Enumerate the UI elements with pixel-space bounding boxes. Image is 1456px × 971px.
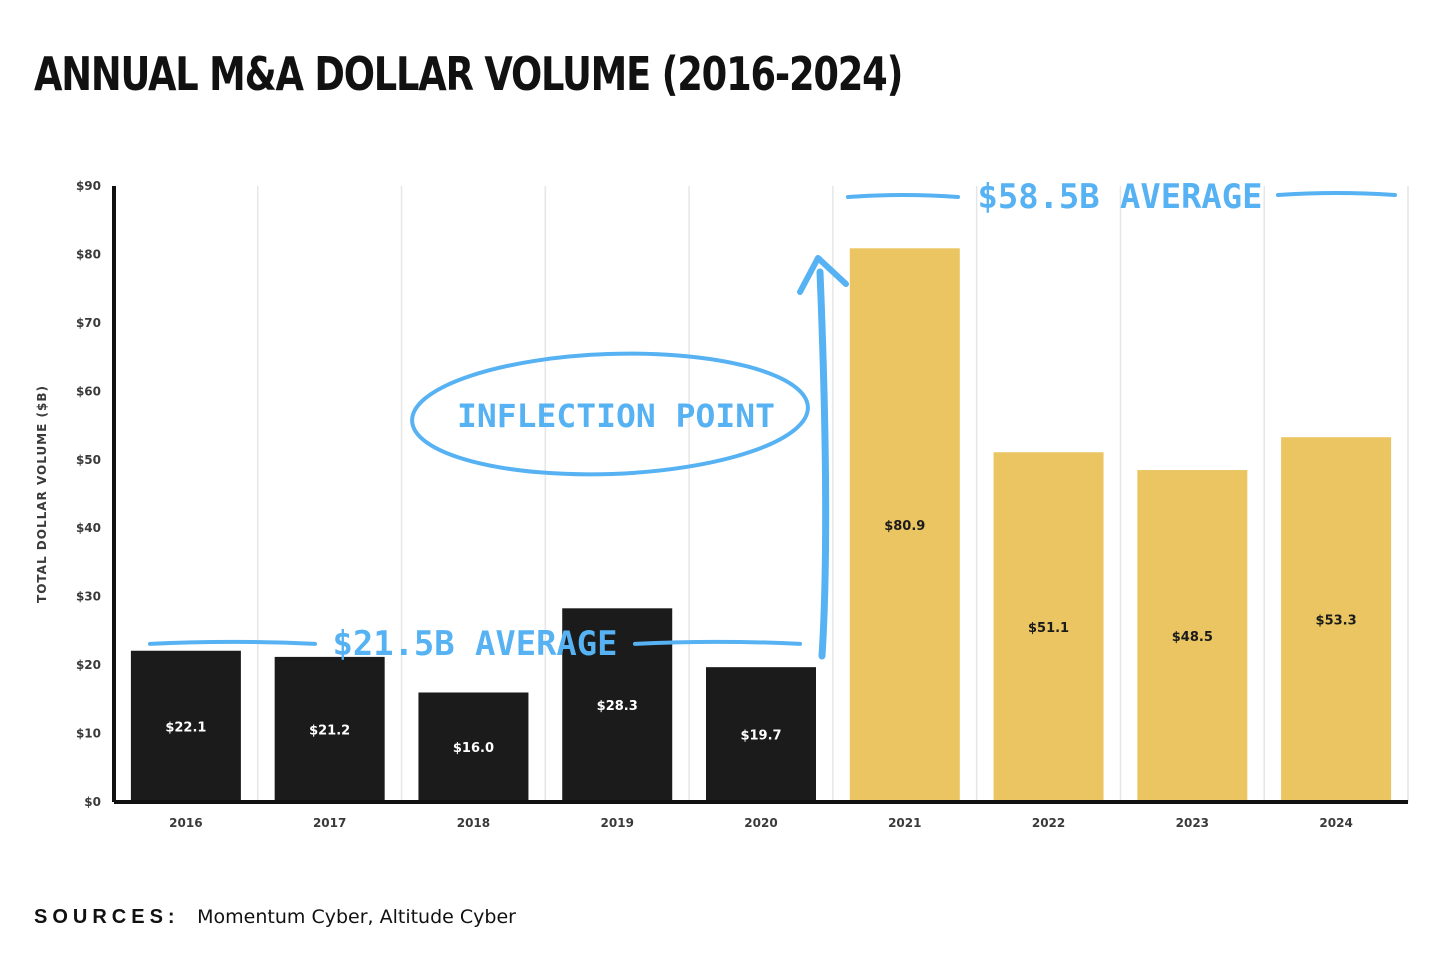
arrow-head-icon <box>797 255 849 295</box>
y-tick-label: $30 <box>76 590 101 604</box>
axes: $0 $10 $20 $30 $40 $50 $60 $70 $80 $90 2016 2017 201… <box>35 179 1408 830</box>
x-tick-label: 2021 <box>888 816 921 830</box>
bar-2018 <box>418 692 529 802</box>
bar-value-label: $53.3 <box>1316 614 1357 629</box>
y-tick-label: $60 <box>76 384 101 398</box>
y-tick-label: $80 <box>76 247 101 261</box>
x-tick-label: 2022 <box>1032 816 1065 830</box>
bar-2020 <box>706 667 816 802</box>
average-label-post: $58.5B AVERAGE <box>978 177 1263 217</box>
bar-2017 <box>274 656 385 802</box>
average-line-right <box>633 639 802 646</box>
x-tick-label: 2023 <box>1176 816 1209 830</box>
bar-2016 <box>130 650 241 802</box>
bar-value-label: $22.1 <box>165 720 206 735</box>
bar-value-label: $28.3 <box>597 699 638 714</box>
sources-label: SOURCES: <box>34 906 180 928</box>
y-tick-label: $90 <box>76 179 101 193</box>
bar-2022 <box>993 452 1104 802</box>
y-tick-label: $40 <box>76 521 101 535</box>
inflection-arrow <box>816 268 830 660</box>
bar-2019 <box>562 608 673 802</box>
bar-2023 <box>1137 470 1248 802</box>
inflection-ellipse <box>410 351 810 477</box>
chart-title: ANNUAL M&A DOLLAR VOLUME (2016-2024) <box>34 47 903 101</box>
bar-value-label: $80.9 <box>884 519 925 534</box>
x-tick-label: 2024 <box>1319 816 1352 830</box>
x-tick-label: 2019 <box>601 816 634 830</box>
x-tick-label: 2020 <box>744 816 777 830</box>
y-tick-label: $50 <box>76 453 101 467</box>
x-tick-label: 2016 <box>169 816 202 830</box>
inflection-label: INFLECTION POINT <box>457 397 775 435</box>
sources-note: SOURCES: Momentum Cyber, Altitude Cyber <box>34 902 516 932</box>
bar-value-label: $51.1 <box>1028 621 1069 636</box>
x-tick-label: 2018 <box>457 816 490 830</box>
annotations: $21.5B AVERAGE INFLECTION POINT $58.5B AVE… <box>148 177 1397 664</box>
bar-2024 <box>1281 437 1392 802</box>
average-line-left <box>148 639 317 646</box>
y-tick-label: $70 <box>76 316 101 330</box>
bars: $22.1 $21.2 $16.0 $28.3 $19.7 $80.9 $51.1 $48.5… <box>130 248 1392 803</box>
sources-text: Momentum Cyber, Altitude Cyber <box>197 906 516 928</box>
bar-value-label: $48.5 <box>1172 630 1213 645</box>
y-tick-label: $10 <box>76 727 101 741</box>
y-axis-title: TOTAL DOLLAR VOLUME ($B) <box>35 385 49 603</box>
average-line-left-post <box>846 193 960 199</box>
x-tick-label: 2017 <box>313 816 346 830</box>
bar-value-label: $19.7 <box>740 729 781 744</box>
bar-2021 <box>849 248 960 803</box>
y-tick-label: $20 <box>76 658 101 672</box>
bar-chart: $22.1 $21.2 $16.0 $28.3 $19.7 $80.9 $51.1 $48.5… <box>35 177 1409 830</box>
gridlines <box>257 186 1409 802</box>
average-label-pre: $21.5B AVERAGE <box>333 624 618 664</box>
bar-value-label: $16.0 <box>453 741 494 756</box>
bar-value-label: $21.2 <box>309 723 350 738</box>
y-tick-label: $0 <box>84 795 101 809</box>
average-line-right-post <box>1276 191 1397 197</box>
